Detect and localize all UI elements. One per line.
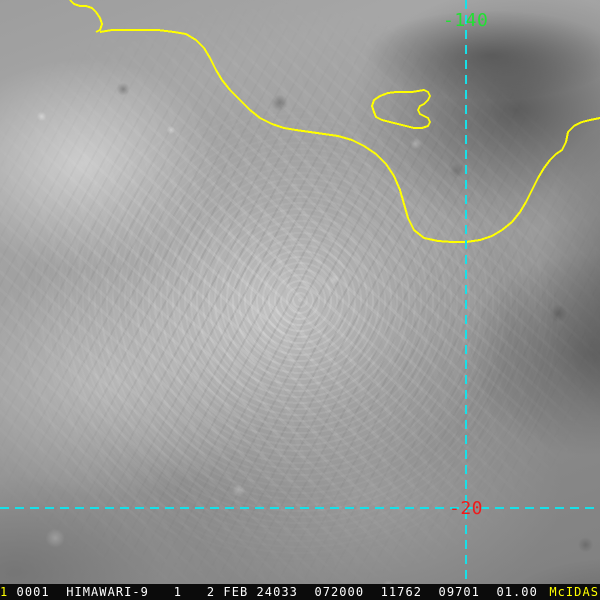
cloud-base-layer [0,0,600,584]
image-info-bar: 1 0001 HIMAWARI-9 1 2 FEB 24033 072000 1… [0,584,600,600]
latitude-label--20: -20 [449,498,483,519]
image-metadata-text: 0001 HIMAWARI-9 1 2 FEB 24033 072000 117… [8,585,538,599]
clear-air-shadow-layer [0,0,600,584]
frame-sequence-number: 1 [0,585,9,599]
longitude-label--140: -140 [443,10,488,31]
satellite-image[interactable] [0,0,600,584]
inland-lake [370,88,432,129]
cloud-band-texture-layer [0,0,600,584]
northern-coastline [99,29,600,243]
vector-overlay: -140 -20 [0,0,600,584]
northwest-coast-segment [69,0,104,33]
convective-cell-layer [0,0,600,584]
cloud-speckle-layer [0,0,600,584]
mcidas-brand-label: McIDAS [549,585,599,599]
